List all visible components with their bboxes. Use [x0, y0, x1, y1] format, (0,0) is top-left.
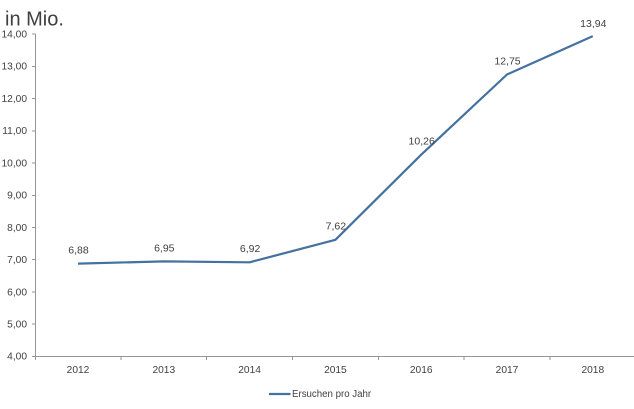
svg-text:6,00: 6,00 — [7, 287, 27, 298]
svg-text:6,95: 6,95 — [154, 242, 175, 254]
svg-text:12,75: 12,75 — [494, 55, 520, 67]
svg-text:14,00: 14,00 — [2, 30, 28, 41]
svg-text:2014: 2014 — [238, 365, 261, 376]
svg-text:6,88: 6,88 — [68, 245, 89, 257]
svg-text:2018: 2018 — [581, 365, 604, 376]
svg-text:2017: 2017 — [496, 365, 519, 376]
svg-text:2012: 2012 — [67, 365, 90, 376]
svg-text:5,00: 5,00 — [7, 320, 27, 331]
svg-text:Ersuchen pro Jahr: Ersuchen pro Jahr — [292, 389, 372, 400]
svg-text:7,00: 7,00 — [7, 255, 27, 266]
svg-text:10,00: 10,00 — [2, 158, 28, 169]
svg-text:13,00: 13,00 — [2, 62, 28, 73]
svg-text:in Mio.: in Mio. — [5, 9, 64, 31]
svg-text:4,00: 4,00 — [7, 352, 27, 363]
svg-text:8,00: 8,00 — [7, 223, 27, 234]
svg-text:13,94: 13,94 — [580, 18, 606, 30]
svg-text:2015: 2015 — [324, 365, 347, 376]
svg-text:7,62: 7,62 — [326, 221, 347, 233]
svg-text:2016: 2016 — [410, 365, 433, 376]
svg-text:6,92: 6,92 — [240, 243, 261, 255]
svg-text:12,00: 12,00 — [2, 94, 28, 105]
svg-text:9,00: 9,00 — [7, 191, 27, 202]
svg-text:10,26: 10,26 — [409, 136, 435, 148]
svg-text:11,00: 11,00 — [2, 126, 27, 137]
svg-text:2013: 2013 — [152, 365, 175, 376]
